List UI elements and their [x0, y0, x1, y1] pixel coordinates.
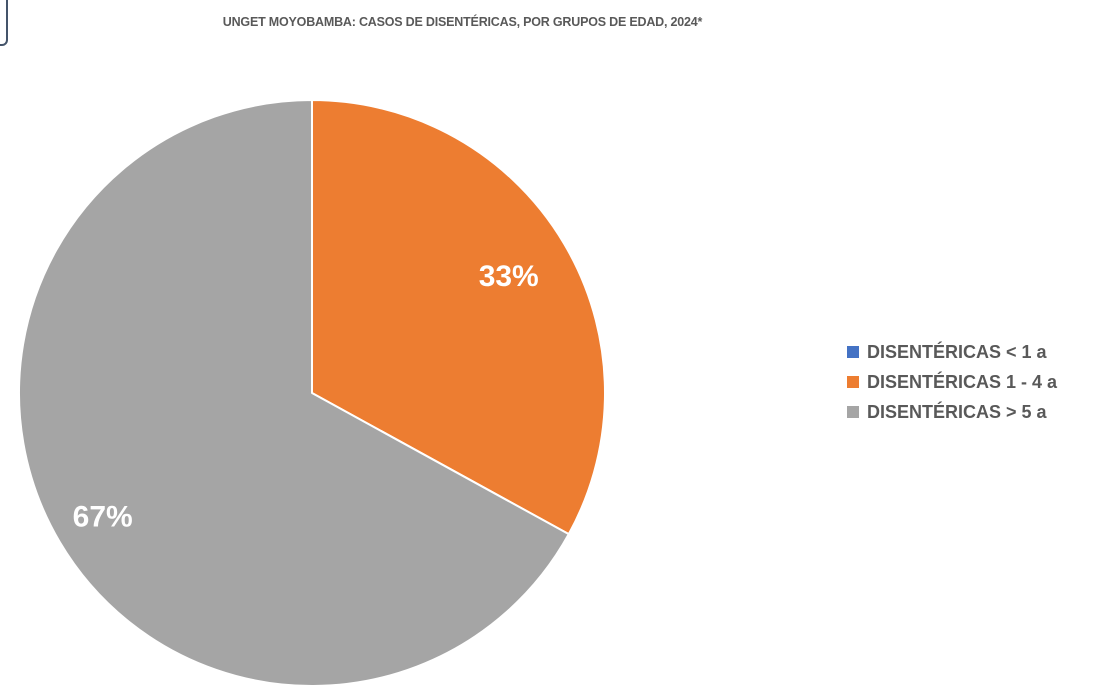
pie-slices [18, 99, 606, 687]
corner-frame-tab [0, 0, 8, 46]
data-label-disentericas-1-4-a: 33% [479, 260, 539, 293]
chart-legend: DISENTÉRICAS < 1 a DISENTÉRICAS 1 - 4 a DI… [847, 337, 1057, 427]
pie-data-labels: 33% 67% [73, 260, 539, 533]
legend-item-disentericas-1-a: DISENTÉRICAS < 1 a [847, 337, 1057, 367]
chart-title: UNGET MOYOBAMBA: CASOS DE DISENTÉRICAS, … [222, 15, 703, 29]
legend-swatch [847, 376, 859, 388]
legend-label: DISENTÉRICAS > 5 a [867, 401, 1047, 422]
legend-label: DISENTÉRICAS < 1 a [867, 341, 1047, 362]
pie-slice-disentericas-1-4-a [311, 99, 606, 536]
legend-item-disentericas-5-a: DISENTÉRICAS > 5 a [847, 397, 1057, 427]
data-label-disentericas-5-a: 67% [73, 500, 133, 533]
legend-item-disentericas-1-4-a: DISENTÉRICAS 1 - 4 a [847, 367, 1057, 397]
pie-slice-disentericas-5-a [18, 99, 570, 687]
legend-label: DISENTÉRICAS 1 - 4 a [867, 371, 1058, 392]
legend-swatch [847, 346, 859, 358]
legend-swatch [847, 406, 859, 418]
